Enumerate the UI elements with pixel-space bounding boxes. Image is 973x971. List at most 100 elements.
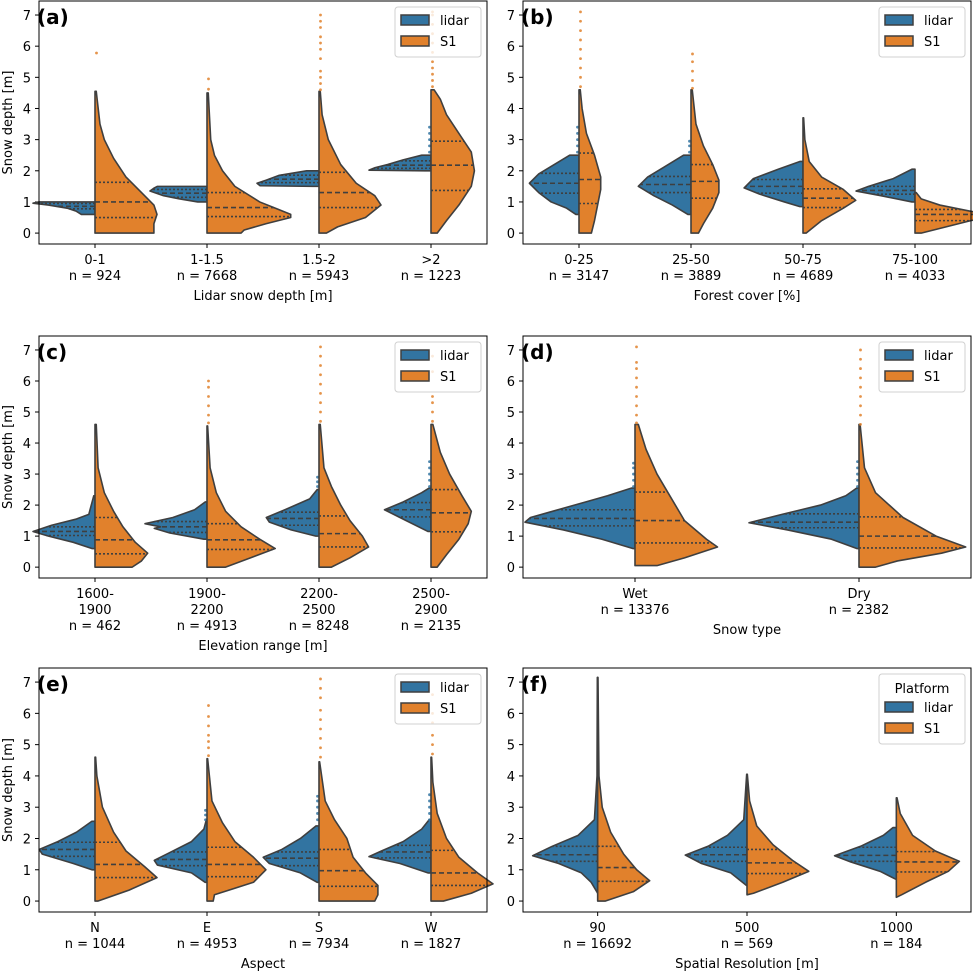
- x-tick-label: 1900-: [188, 587, 226, 602]
- x-tick-label: n = 3147: [549, 269, 609, 284]
- y-tick-label: 5: [507, 71, 515, 86]
- outlier-point: [635, 376, 638, 380]
- outlier-point: [579, 57, 582, 61]
- legend-swatch-S1: [400, 702, 430, 714]
- outlier-point: [859, 376, 862, 380]
- y-tick-label: 2: [23, 165, 31, 180]
- outlier-point: [856, 485, 859, 488]
- y-axis-label: Snow depth [m]: [1, 738, 16, 842]
- violin-S1: [318, 90, 382, 234]
- axes-frame: [522, 335, 972, 579]
- violin-S1: [318, 423, 370, 568]
- violin-group: [368, 10, 476, 234]
- outlier-point: [319, 75, 322, 79]
- violin-lidar: [684, 773, 748, 887]
- outlier-point: [632, 485, 635, 488]
- outlier-point: [319, 419, 322, 423]
- y-tick-label: 3: [23, 134, 31, 149]
- legend-swatch-lidar: [884, 349, 914, 361]
- y-tick-label: 3: [507, 801, 515, 816]
- x-axis-label: Lidar snow depth [m]: [193, 289, 332, 304]
- outlier-point: [319, 755, 322, 759]
- outlier-point: [859, 404, 862, 408]
- outlier-point: [856, 460, 859, 464]
- violin-group: [528, 10, 602, 234]
- outlier-point: [431, 743, 434, 747]
- y-axis-label: Snow depth [m]: [1, 405, 16, 509]
- y-tick-label: 5: [507, 739, 515, 754]
- y-tick-label: 7: [23, 676, 31, 691]
- legend-label-S1: S1: [924, 35, 941, 50]
- y-tick-label: 0: [507, 561, 515, 576]
- outlier-point: [431, 66, 434, 70]
- violin-group: [265, 345, 370, 568]
- outlier-point: [207, 421, 210, 425]
- violin-lidar: [149, 185, 208, 203]
- outlier-point: [319, 677, 322, 681]
- panel-label: (d): [521, 340, 554, 364]
- outlier-point: [859, 367, 862, 370]
- outlier-point: [207, 77, 210, 81]
- violin-group: [153, 704, 267, 902]
- panel-label: (b): [521, 5, 554, 29]
- outlier-point: [319, 382, 322, 386]
- violin-S1: [914, 191, 973, 234]
- panel-label: (e): [37, 672, 69, 696]
- outlier-point: [691, 79, 694, 82]
- violin-S1: [318, 761, 379, 902]
- outlier-point: [431, 60, 434, 64]
- x-tick-label: 2500-: [412, 587, 450, 602]
- outlier-point: [579, 38, 582, 42]
- x-axis-label: Spatial Resolution [m]: [675, 957, 819, 971]
- y-tick-label: 1: [507, 530, 515, 545]
- violin-S1: [690, 88, 720, 234]
- y-tick-label: 6: [23, 375, 31, 390]
- x-tick-label: 1600-: [76, 587, 114, 602]
- outlier-point: [431, 85, 434, 89]
- legend: lidar S1: [878, 6, 966, 58]
- violin-S1: [802, 117, 857, 234]
- y-tick-label: 0: [23, 895, 31, 910]
- outlier-point: [207, 87, 210, 91]
- y-tick-label: 4: [23, 102, 31, 117]
- outlier-point: [319, 19, 322, 23]
- legend-swatch-lidar: [400, 349, 430, 361]
- violin-lidar: [743, 160, 804, 208]
- y-tick-label: 5: [23, 739, 31, 754]
- outlier-point: [579, 19, 582, 23]
- legend: lidar S1: [394, 6, 482, 58]
- x-tick-label: n = 924: [69, 269, 121, 284]
- y-tick-label: 0: [507, 227, 515, 242]
- outlier-point: [856, 472, 859, 476]
- x-tick-label: 50-75: [784, 253, 822, 268]
- outlier-point: [859, 348, 862, 352]
- outlier-point: [319, 373, 322, 377]
- outlier-point: [319, 57, 322, 61]
- x-tick-label: n = 4689: [773, 269, 833, 284]
- outlier-point: [431, 410, 434, 414]
- legend-label-lidar: lidar: [440, 681, 469, 696]
- y-tick-label: 6: [23, 707, 31, 722]
- violin-group: [368, 693, 494, 902]
- x-tick-label: n = 4953: [177, 937, 237, 952]
- x-tick-label: n = 1044: [65, 937, 125, 952]
- x-tick-label: n = 4033: [885, 269, 945, 284]
- axes-frame: [38, 335, 488, 579]
- outlier-point: [319, 686, 322, 690]
- outlier-point: [635, 395, 638, 398]
- outlier-point: [431, 733, 434, 737]
- outlier-point: [207, 733, 210, 737]
- y-tick-label: 3: [23, 468, 31, 483]
- outlier-point: [319, 88, 322, 92]
- y-tick-label: 7: [507, 9, 515, 24]
- x-tick-label: n = 1827: [401, 937, 461, 952]
- legend-label-lidar: lidar: [440, 349, 469, 364]
- violin-group: [262, 677, 379, 902]
- legend-swatch-S1: [884, 370, 914, 382]
- y-tick-label: 7: [507, 344, 515, 359]
- violin-lidar: [153, 818, 208, 884]
- outlier-point: [856, 466, 859, 470]
- violin-S1: [746, 773, 810, 896]
